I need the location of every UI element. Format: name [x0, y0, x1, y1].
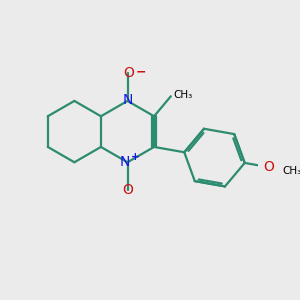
Text: O: O: [122, 183, 133, 197]
Text: CH₃: CH₃: [282, 166, 300, 176]
Text: N: N: [120, 155, 130, 169]
Text: O: O: [263, 160, 274, 174]
Text: +: +: [131, 152, 140, 162]
Text: O: O: [123, 66, 134, 80]
Text: CH₃: CH₃: [173, 90, 192, 100]
Text: N: N: [122, 93, 133, 106]
Text: −: −: [136, 65, 146, 79]
